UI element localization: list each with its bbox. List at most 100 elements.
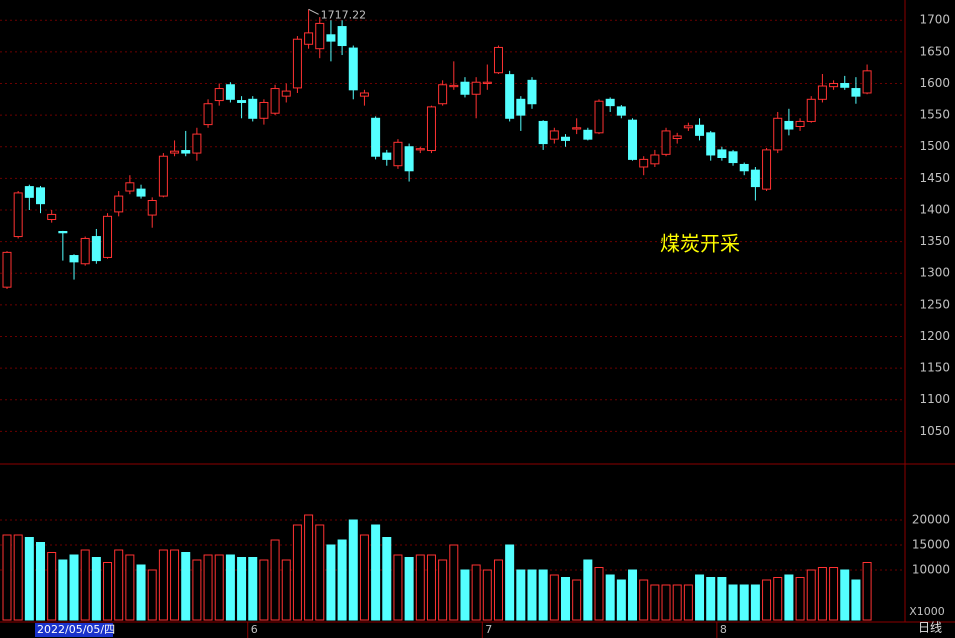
volume-bar [125, 554, 135, 621]
candle-body [471, 81, 481, 95]
volume-bar [806, 569, 816, 621]
volume-bar [449, 544, 459, 621]
volume-bar [91, 557, 101, 621]
y-tick-label: 1200 [919, 329, 950, 343]
volume-bar [181, 552, 191, 621]
volume-bar [628, 569, 638, 621]
volume-bar [549, 574, 559, 621]
volume-bar [382, 537, 392, 621]
candle-body [315, 22, 325, 50]
volume-bar [583, 559, 593, 621]
candle-body [147, 200, 157, 216]
y-tick-label: 1100 [919, 392, 950, 406]
candle-body [359, 92, 369, 97]
candle-body [661, 130, 671, 155]
candle-body [326, 34, 336, 42]
candle-body [572, 127, 582, 130]
x-tick-label: 2022/05/05/四 [37, 623, 115, 636]
volume-bar [572, 579, 582, 621]
volume-bar [817, 567, 827, 621]
volume-bar [103, 562, 113, 621]
volume-bar [270, 539, 280, 621]
y-tick-label: 1550 [919, 108, 950, 122]
candle-body [203, 103, 213, 126]
volume-unit: X1000 [909, 605, 945, 618]
chart-title: 煤炭开采 [660, 232, 740, 256]
candle-body [136, 188, 146, 197]
candle-body [773, 117, 783, 151]
volume-bar [337, 539, 347, 621]
volume-bar [516, 569, 526, 621]
candle-body [125, 182, 135, 192]
volume-bar [136, 564, 146, 621]
candle-body [192, 133, 202, 154]
volume-bar [750, 584, 760, 621]
candle-body [80, 237, 90, 265]
volume-bar [114, 549, 124, 621]
volume-bar [225, 554, 235, 621]
volume-bar [840, 569, 850, 621]
volume-tick-label: 10000 [912, 563, 950, 577]
x-tick-label: 7 [485, 623, 492, 636]
candle-body [594, 100, 604, 134]
y-tick-label: 1450 [919, 171, 950, 185]
candle-body [393, 141, 403, 167]
volume-bar [147, 569, 157, 621]
volume-bar [650, 584, 660, 621]
volume-bar [460, 569, 470, 621]
volume-bar [717, 577, 727, 621]
x-tick-label: 8 [720, 623, 727, 636]
candle-body [829, 82, 839, 88]
candle-body [170, 150, 180, 154]
candle-body [47, 213, 57, 220]
x-tick-label: 6 [251, 623, 258, 636]
candle-body [181, 150, 191, 154]
candle-body [270, 88, 280, 114]
volume-bar [24, 537, 34, 621]
volume-bar [404, 557, 414, 621]
peak-leader [308, 8, 319, 15]
volume-bar [594, 567, 604, 621]
y-tick-label: 1350 [919, 234, 950, 248]
candle-body [337, 26, 347, 47]
y-tick-label: 1050 [919, 424, 950, 438]
candle-body [103, 215, 113, 258]
candle-body [795, 120, 805, 128]
volume-bar [616, 579, 626, 621]
candle-body [237, 100, 247, 103]
candle-body [214, 88, 224, 102]
volume-bar [203, 554, 213, 621]
candle-body [784, 120, 794, 130]
candle-body [259, 101, 269, 119]
candle-body [762, 149, 772, 190]
volume-bar [706, 577, 716, 621]
candle-body [24, 186, 34, 198]
volume-bar [58, 559, 68, 621]
candle-body [616, 106, 626, 116]
candle-body [583, 129, 593, 140]
volume-bar [80, 549, 90, 621]
candle-body [851, 88, 861, 97]
candle-body [605, 98, 615, 107]
volume-bar [281, 559, 291, 621]
candle-body [426, 106, 436, 152]
candle-body [538, 120, 548, 145]
candle-body [628, 119, 638, 160]
candle-body [806, 98, 816, 122]
candle-body [382, 152, 392, 160]
candle-body [717, 149, 727, 158]
y-tick-label: 1250 [919, 297, 950, 311]
volume-bar [304, 514, 314, 621]
period-label[interactable]: 日线 [918, 621, 942, 635]
volume-bar [493, 559, 503, 621]
volume-bar [829, 567, 839, 621]
candle-body [527, 79, 537, 105]
candle-body [158, 155, 168, 197]
volume-bar [359, 534, 369, 621]
volume-bar [170, 549, 180, 621]
volume-bar [371, 524, 381, 621]
candle-body [248, 98, 258, 119]
volume-bar [695, 574, 705, 621]
y-tick-label: 1600 [919, 76, 950, 90]
